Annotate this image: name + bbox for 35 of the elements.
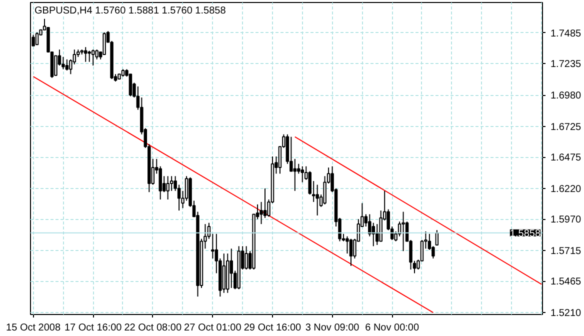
- candlestick: [166, 176, 170, 200]
- y-tick-label: 1.5210: [550, 308, 582, 320]
- y-tick-label: 1.6725: [550, 122, 582, 133]
- y-tick-label: 1.6980: [550, 90, 582, 102]
- candlestick: [230, 248, 233, 288]
- candlestick: [244, 246, 248, 270]
- x-tick-label: 6 Nov 00:00: [365, 322, 420, 334]
- candlestick: [260, 201, 263, 225]
- candlestick: [316, 184, 319, 216]
- ref-line-label: 1.5858: [510, 228, 541, 240]
- y-tick-label: 1.5465: [550, 276, 582, 288]
- candlestick: [222, 253, 226, 294]
- candlestick: [349, 238, 353, 266]
- candlestick: [300, 166, 304, 183]
- x-tick-label: 29 Oct 16:00: [244, 322, 302, 334]
- candlestick: [91, 49, 95, 66]
- candlestick: [102, 32, 106, 55]
- y-tick-label: 1.7485: [550, 28, 582, 40]
- x-tick-label: 27 Oct 01:00: [184, 322, 242, 334]
- y-tick-label: 1.7235: [550, 59, 582, 70]
- x-tick-label: 3 Nov 09:00: [305, 322, 360, 334]
- chart-title: GBPUSD,H4 1.5760 1.5881 1.5760 1.5858: [34, 6, 226, 16]
- candlestick: [65, 58, 69, 71]
- y-tick-label: 1.5715: [550, 246, 582, 257]
- candlestick: [402, 211, 405, 252]
- y-tick-label: 1.5970: [550, 214, 582, 226]
- candlestick: [128, 74, 132, 97]
- y-tick-label: 1.6220: [550, 184, 582, 195]
- x-tick-label: 15 Oct 2008: [6, 322, 61, 334]
- candlestick: [84, 46, 88, 62]
- candlestick: [88, 50, 91, 62]
- x-tick-label: 17 Oct 16:00: [64, 322, 122, 334]
- y-tick-label: 1.6475: [550, 152, 582, 164]
- candlestick: [35, 32, 39, 46]
- x-tick-label: 22 Oct 08:00: [124, 322, 182, 334]
